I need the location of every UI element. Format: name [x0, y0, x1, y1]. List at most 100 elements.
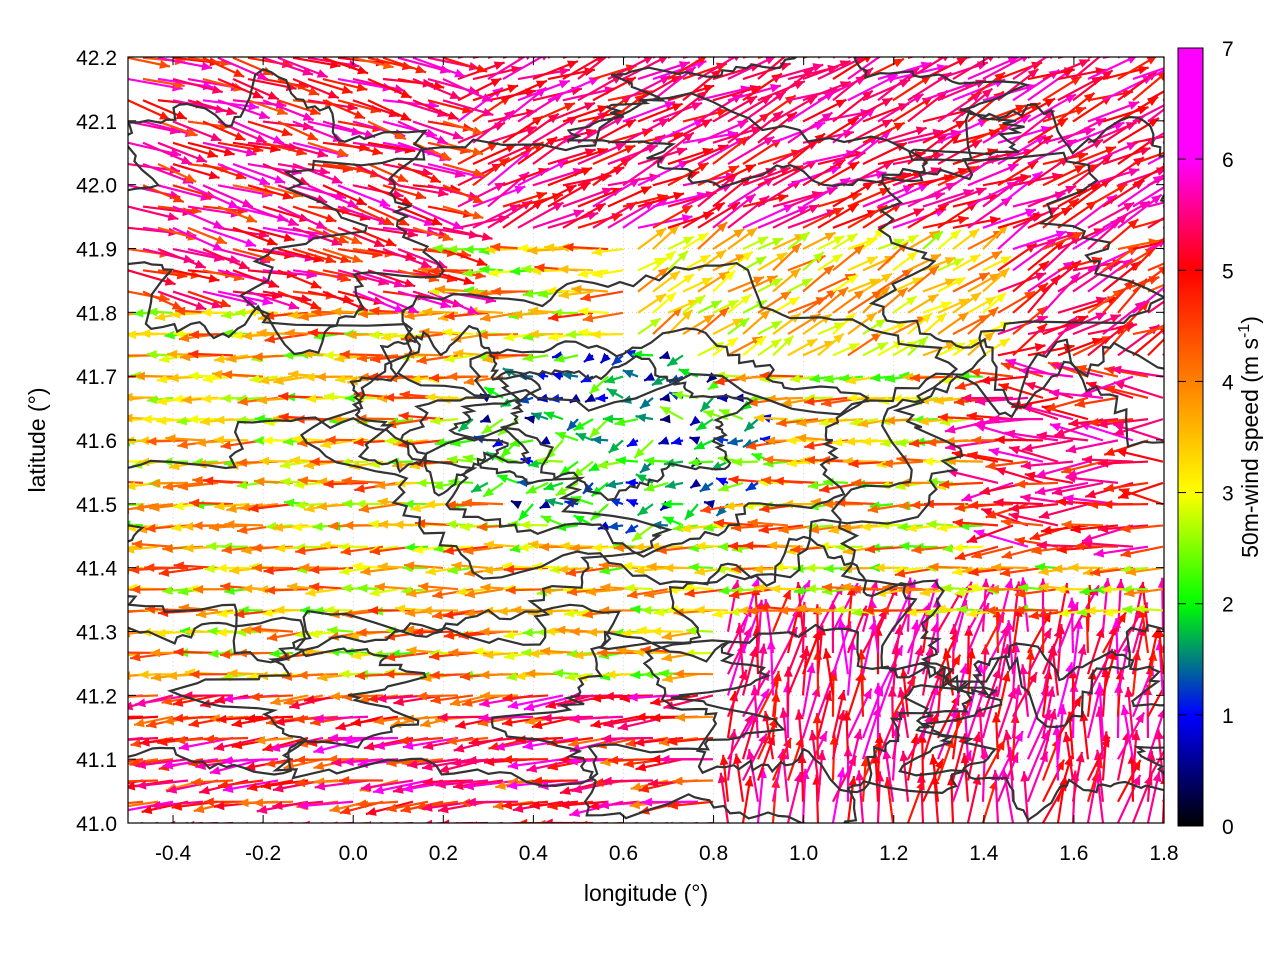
wind-arrow-head	[217, 780, 229, 790]
wind-arrow	[743, 418, 759, 433]
wind-arrow-head	[242, 584, 253, 594]
wind-arrow-head	[717, 393, 728, 403]
wind-arrow-head	[298, 800, 309, 810]
wind-arrow	[1057, 695, 1083, 739]
wind-arrow	[470, 481, 489, 494]
wind-arrow-head	[103, 585, 113, 594]
wind-arrow-head	[304, 820, 310, 823]
wind-arrow	[589, 503, 609, 522]
wind-arrow-head	[522, 741, 534, 751]
wind-arrow	[304, 820, 353, 823]
wind-arrow-head	[117, 351, 127, 360]
wind-arrow-head	[266, 521, 277, 531]
wind-arrow-head	[706, 372, 718, 383]
wind-arrow-head	[115, 648, 125, 657]
wind-arrow	[626, 437, 639, 448]
wind-arrow-head	[384, 669, 395, 679]
wind-arrow-head	[603, 691, 614, 701]
wind-arrow-head	[689, 436, 701, 445]
wind-arrow	[1115, 448, 1164, 463]
wind-arrow	[465, 797, 518, 807]
wind-arrow	[128, 397, 129, 399]
wind-arrow-head	[183, 521, 194, 531]
wind-arrow-head	[192, 521, 203, 531]
wind-arrow-head	[398, 736, 410, 746]
wind-arrow-head	[117, 501, 127, 510]
wind-arrow-head	[84, 801, 94, 810]
wind-arrow-head	[745, 481, 757, 491]
wind-arrow-head	[216, 714, 227, 724]
wind-arrow	[658, 436, 670, 445]
wind-arrow-head	[1124, 687, 1134, 698]
wind-arrow-head	[1013, 684, 1023, 696]
wind-arrow	[662, 515, 684, 527]
wind-arrow-head	[342, 824, 352, 833]
wind-arrow-head	[1024, 381, 1036, 391]
wind-arrow-head	[770, 339, 782, 349]
wind-arrow	[996, 578, 1014, 632]
wind-arrow-head	[619, 693, 630, 703]
wind-arrow-shaft	[374, 821, 383, 823]
wind-arrow-shaft	[128, 715, 159, 720]
wind-arrow-shaft	[675, 821, 683, 823]
wind-arrow-head	[204, 734, 215, 744]
wind-arrow-head	[929, 754, 939, 765]
wind-arrow-head	[96, 350, 106, 359]
wind-arrow-head	[483, 487, 494, 497]
wind-arrow	[193, 800, 234, 814]
wind-arrow	[133, 821, 173, 835]
wind-arrow	[430, 694, 474, 705]
wind-arrow-head	[128, 628, 131, 638]
wind-arrow-head	[700, 504, 711, 514]
wind-arrow-head	[129, 565, 140, 575]
wind-arrow	[605, 479, 624, 489]
wind-arrow-head	[555, 625, 566, 635]
wind-arrow-head	[559, 541, 570, 551]
wind-arrow	[733, 753, 745, 802]
wind-arrow-head	[327, 733, 338, 743]
wind-arrow	[441, 819, 488, 823]
wind-arrow-head	[133, 826, 144, 835]
wind-arrow	[731, 457, 759, 467]
wind-arrow-head	[463, 376, 475, 386]
wind-arrow	[996, 752, 1019, 803]
wind-arrow	[150, 800, 204, 810]
wind-arrow-head	[1020, 493, 1031, 503]
wind-arrow	[994, 467, 1044, 484]
wind-arrow	[373, 715, 414, 726]
wind-arrow-shaft	[281, 821, 293, 823]
wind-arrow-head	[1115, 578, 1125, 590]
wind-arrow	[217, 779, 264, 790]
wind-arrow-head	[378, 519, 389, 529]
wind-arrow	[606, 387, 624, 399]
wind-arrow	[176, 416, 204, 426]
wind-arrow	[479, 414, 492, 424]
wind-arrow-head	[667, 736, 678, 746]
wind-arrow	[569, 714, 624, 724]
wind-arrow-head	[140, 329, 151, 339]
wind-arrow-head	[1068, 563, 1079, 573]
wind-arrow-head	[501, 755, 512, 765]
wind-arrow	[741, 646, 758, 696]
wind-arrow-head	[626, 499, 638, 508]
wind-arrow	[128, 609, 129, 611]
wind-arrow-head	[930, 712, 939, 724]
wind-arrow-shaft	[128, 800, 144, 805]
wind-arrow	[350, 715, 399, 727]
wind-arrow	[636, 503, 654, 517]
wind-arrow-head	[307, 328, 319, 338]
wind-arrow-head	[323, 350, 334, 360]
wind-arrow-head	[204, 564, 215, 574]
wind-arrow-head	[606, 827, 617, 836]
wind-arrow-head	[294, 714, 305, 724]
wind-arrow	[135, 758, 189, 770]
wind-arrow-head	[507, 700, 519, 710]
wind-arrow-head	[342, 734, 353, 744]
wind-arrow-head	[588, 801, 600, 811]
wind-arrow-head	[882, 748, 892, 760]
wind-arrow-head	[773, 476, 784, 486]
wind-arrow-head	[617, 721, 629, 731]
wind-arrow-head	[521, 648, 532, 658]
wind-arrow-head	[542, 818, 553, 823]
wind-arrow-head	[150, 672, 162, 682]
